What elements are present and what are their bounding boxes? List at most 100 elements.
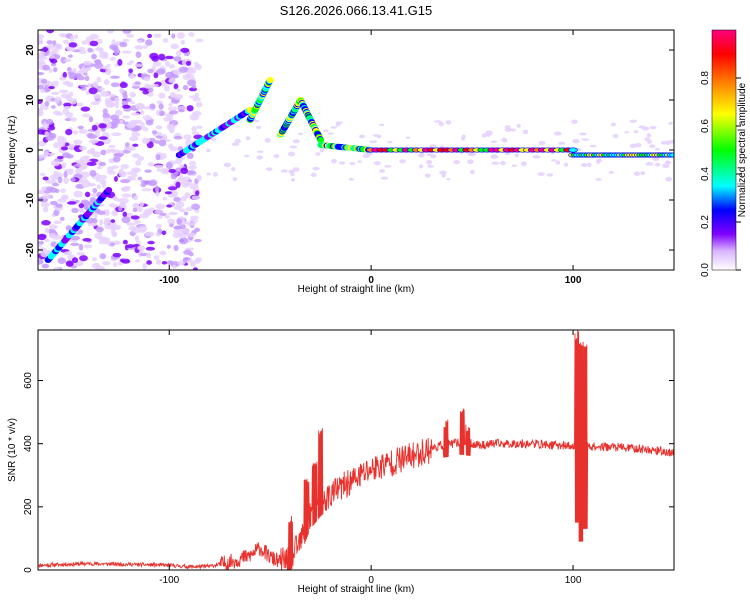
spectrogram-cell bbox=[188, 170, 197, 175]
spectrogram-cell bbox=[142, 127, 149, 132]
spectrogram-cell bbox=[114, 109, 123, 117]
spectrogram-cell bbox=[183, 134, 192, 140]
spectrogram-cell bbox=[125, 142, 130, 148]
spectrogram-cell bbox=[109, 56, 116, 61]
spectrogram-cell bbox=[183, 249, 192, 255]
spectrogram-cell bbox=[111, 118, 120, 125]
snr-y-label: SNR (10 * v/v) bbox=[7, 418, 18, 482]
spectrogram-cell bbox=[134, 45, 144, 50]
colorbar-ticks: 0.0 0.2 0.4 0.6 0.8 bbox=[700, 71, 741, 277]
spectrogram-cell bbox=[79, 50, 87, 55]
spectrogram-cell bbox=[62, 39, 70, 45]
spectrogram-cell bbox=[131, 153, 140, 158]
spectrogram-cell bbox=[61, 162, 67, 169]
spectrogram-cell bbox=[134, 63, 144, 68]
spectrogram-cell bbox=[563, 162, 569, 167]
spectrogram-cell bbox=[195, 190, 200, 196]
spectrogram-cell bbox=[44, 101, 50, 107]
spectrogram-cell bbox=[75, 168, 83, 175]
spectrogram-cell bbox=[156, 68, 166, 75]
spectrogram-cell bbox=[166, 244, 171, 249]
colorbar-gradient bbox=[711, 29, 737, 271]
spectrogram-cell bbox=[161, 230, 167, 235]
spectrogram-cell bbox=[376, 134, 382, 139]
spectrogram-cell bbox=[126, 244, 135, 249]
spectrogram-cell bbox=[159, 110, 165, 117]
spectrogram-cell bbox=[151, 130, 158, 135]
snr-y-tick-label: 0 bbox=[23, 567, 34, 573]
spectrogram-cell bbox=[71, 257, 79, 264]
spectrogram-cell bbox=[70, 235, 81, 241]
spectrogram-cell bbox=[155, 223, 162, 229]
spectrogram-cell bbox=[399, 159, 406, 164]
spectrogram-cell bbox=[111, 39, 116, 45]
spectrogram-cell bbox=[173, 196, 182, 203]
spectrogram-cell bbox=[38, 37, 43, 45]
spectrogram-y-tick-label: 20 bbox=[25, 44, 36, 56]
spectrogram-cell bbox=[156, 168, 161, 172]
spectrogram-cell bbox=[596, 158, 603, 162]
spectrogram-cell bbox=[76, 251, 85, 256]
spectrogram-cell bbox=[140, 73, 148, 78]
spectrogram-cell bbox=[118, 153, 123, 158]
spectrogram-cell bbox=[110, 82, 120, 88]
spectrogram-cell bbox=[491, 161, 500, 165]
spectrogram-cell bbox=[53, 67, 58, 73]
spectrogram-ridge-cell bbox=[669, 152, 674, 158]
spectrogram-cell bbox=[65, 128, 73, 136]
spectrogram-cell bbox=[137, 245, 145, 251]
spectrogram-cell bbox=[57, 257, 66, 265]
spectrogram-cell bbox=[51, 91, 60, 96]
spectrogram-cell bbox=[490, 140, 498, 143]
spectrogram-cell bbox=[54, 43, 63, 51]
spectrogram-cell bbox=[50, 160, 61, 167]
spectrogram-cell bbox=[38, 189, 43, 195]
spectrogram-cell bbox=[178, 173, 183, 181]
spectrogram-cell bbox=[369, 140, 378, 144]
snr-y-tick-label: 200 bbox=[23, 498, 34, 515]
spectrogram-cell bbox=[99, 218, 104, 226]
spectrogram-cell bbox=[68, 91, 74, 97]
spectrogram-cell bbox=[158, 53, 166, 61]
spectrogram-cell bbox=[119, 179, 130, 184]
spectrogram-cell bbox=[77, 125, 84, 130]
spectrogram-cell bbox=[186, 79, 197, 87]
spectrogram-cell bbox=[94, 59, 102, 65]
spectrogram-cell bbox=[135, 51, 142, 58]
spectrogram-cell bbox=[172, 264, 177, 269]
snr-marks bbox=[38, 330, 674, 570]
spectrogram-cell bbox=[44, 131, 49, 137]
spectrogram-cell bbox=[187, 222, 196, 226]
spectrogram-cell bbox=[89, 170, 97, 177]
spectrogram-cell bbox=[142, 262, 147, 270]
spectrogram-cell bbox=[649, 126, 657, 130]
spectrogram-cell bbox=[133, 168, 140, 173]
spectrogram-cell bbox=[571, 119, 578, 124]
spectrogram-cell bbox=[110, 75, 120, 79]
spectrogram-cell bbox=[113, 153, 119, 157]
spectrogram-marks bbox=[38, 30, 674, 270]
spectrogram-cell bbox=[102, 112, 111, 119]
spectrogram-cell bbox=[130, 101, 135, 105]
spectrogram-cell bbox=[380, 176, 388, 180]
spectrogram-cell bbox=[168, 77, 176, 84]
spectrogram-cell bbox=[581, 162, 588, 167]
spectrogram-cell bbox=[138, 39, 143, 44]
spectrogram-cell bbox=[173, 83, 179, 90]
spectrogram-cell bbox=[490, 154, 499, 159]
spectrogram-cell bbox=[100, 90, 110, 97]
spectrogram-cell bbox=[65, 225, 72, 231]
spectrogram-cell bbox=[178, 66, 188, 73]
spectrogram-cell bbox=[115, 226, 121, 230]
spectrogram-cell bbox=[47, 152, 56, 156]
spectrogram-cell bbox=[98, 123, 107, 129]
spectrogram-cell bbox=[122, 239, 128, 245]
spectrogram-cell bbox=[38, 233, 47, 241]
spectrogram-cell bbox=[168, 102, 173, 107]
spectrogram-cell bbox=[107, 30, 114, 34]
spectrogram-cell bbox=[162, 197, 168, 201]
spectrogram-cell bbox=[89, 139, 99, 144]
spectrogram-cell bbox=[169, 190, 179, 198]
spectrogram-cell bbox=[134, 235, 140, 242]
spectrogram-cell bbox=[424, 173, 431, 178]
